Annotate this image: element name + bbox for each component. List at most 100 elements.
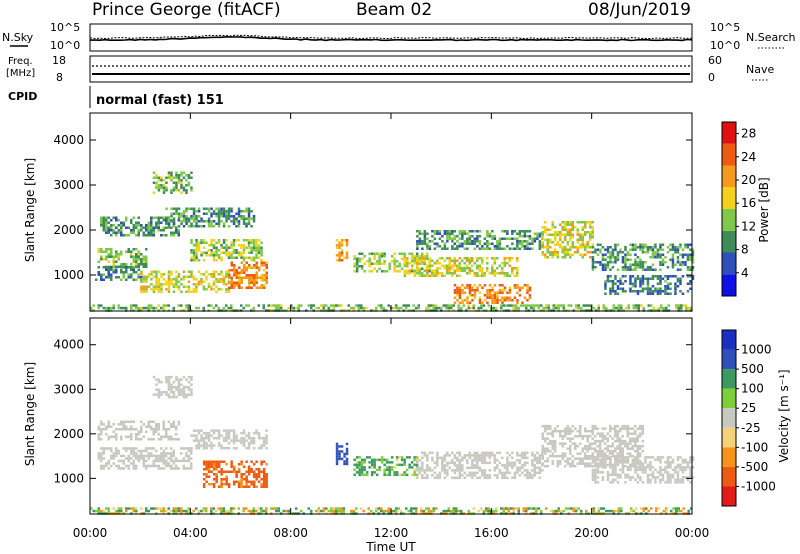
echo-cell <box>317 507 320 510</box>
nsearch-top: 10^5 <box>710 21 740 34</box>
echo-cell <box>604 280 607 283</box>
echo-cell <box>438 237 442 240</box>
echo-cell <box>117 452 120 455</box>
echo-cell <box>255 239 258 242</box>
echo-cell <box>212 256 216 259</box>
echo-cell <box>481 267 484 270</box>
echo-cell <box>626 258 630 261</box>
echo-cell <box>222 241 226 244</box>
echo-cell <box>536 466 539 470</box>
cpid-label: CPID <box>8 90 37 103</box>
echo-cell <box>611 463 615 467</box>
echo-cell <box>240 269 243 272</box>
echo-cell <box>115 454 118 458</box>
echo-cell <box>604 463 607 467</box>
echo-cell <box>100 423 103 426</box>
echo-cell <box>385 473 389 477</box>
echo-cell <box>240 286 243 289</box>
echo-cell <box>260 259 263 262</box>
echo-cell <box>599 447 602 450</box>
echo-cell <box>335 450 339 453</box>
echo-cell <box>110 229 113 232</box>
echo-cell <box>441 235 444 238</box>
echo-cell <box>664 481 667 484</box>
echo-cell <box>180 509 183 513</box>
echo-cell <box>416 240 419 243</box>
echo-cell <box>265 441 268 445</box>
vel-cells-region-1 <box>97 420 180 441</box>
echo-cell <box>606 275 610 278</box>
echo-cell <box>581 246 584 249</box>
echo-cell <box>315 306 318 310</box>
echo-cell <box>155 184 158 187</box>
echo-cell <box>518 294 522 297</box>
echo-cell <box>265 446 268 450</box>
echo-cell <box>147 454 150 458</box>
echo-cell <box>197 207 201 210</box>
echo-cell <box>431 269 434 272</box>
echo-cell <box>197 509 200 513</box>
echo-cell <box>446 232 449 235</box>
echo-cell <box>675 507 678 510</box>
echo-cell <box>167 226 170 229</box>
echo-cell <box>601 439 604 443</box>
echo-cell <box>355 265 359 268</box>
echo-cell <box>436 274 439 277</box>
echo-cell <box>438 257 441 260</box>
echo-cell <box>518 232 522 235</box>
echo-cell <box>450 304 453 307</box>
echo-cell <box>117 231 120 234</box>
echo-cell <box>571 454 574 458</box>
echo-cell <box>122 420 125 423</box>
echo-cell <box>458 301 462 304</box>
echo-cell <box>252 507 255 510</box>
echo-cell <box>172 212 176 215</box>
echo-cell <box>115 509 118 513</box>
echo-cell <box>352 509 355 513</box>
echo-cell <box>626 461 630 464</box>
echo-cell <box>170 231 173 234</box>
echo-cell <box>107 271 110 274</box>
echo-cell <box>596 243 600 246</box>
echo-cell <box>483 476 487 480</box>
echo-cell <box>162 507 165 510</box>
echo-cell <box>257 475 261 478</box>
echo-cell <box>212 225 216 228</box>
echo-cell <box>338 455 341 458</box>
echo-cell <box>537 304 540 307</box>
echo-cell <box>215 475 218 478</box>
echo-cell <box>661 473 665 477</box>
echo-cell <box>212 436 216 440</box>
echo-cell <box>355 267 359 270</box>
echo-cell <box>215 285 218 288</box>
echo-cell <box>215 304 218 307</box>
echo-cell <box>398 262 401 265</box>
echo-cell <box>559 442 562 445</box>
echo-cell <box>447 306 450 310</box>
echo-cell <box>674 287 677 290</box>
echo-cell <box>250 509 253 513</box>
echo-cell <box>426 454 429 457</box>
echo-cell <box>132 268 135 271</box>
echo-cell <box>160 509 163 513</box>
echo-cell <box>654 481 657 484</box>
echo-cell <box>549 442 552 445</box>
echo-cell <box>436 474 439 477</box>
echo-cell <box>195 241 198 244</box>
echo-cell <box>343 239 346 242</box>
echo-cell <box>624 290 627 293</box>
echo-cell <box>581 241 584 244</box>
echo-cell <box>413 255 416 258</box>
echo-cell <box>516 274 519 277</box>
echo-cell <box>292 306 295 310</box>
echo-cell <box>340 249 344 252</box>
echo-cell <box>215 207 218 210</box>
echo-cell <box>250 460 253 463</box>
echo-cell <box>689 280 692 283</box>
echo-cell <box>243 276 246 279</box>
echo-cell <box>217 220 221 223</box>
echo-cell <box>142 226 145 229</box>
echo-cell <box>210 220 213 223</box>
echo-cell <box>656 251 660 254</box>
echo-cell <box>212 507 215 510</box>
